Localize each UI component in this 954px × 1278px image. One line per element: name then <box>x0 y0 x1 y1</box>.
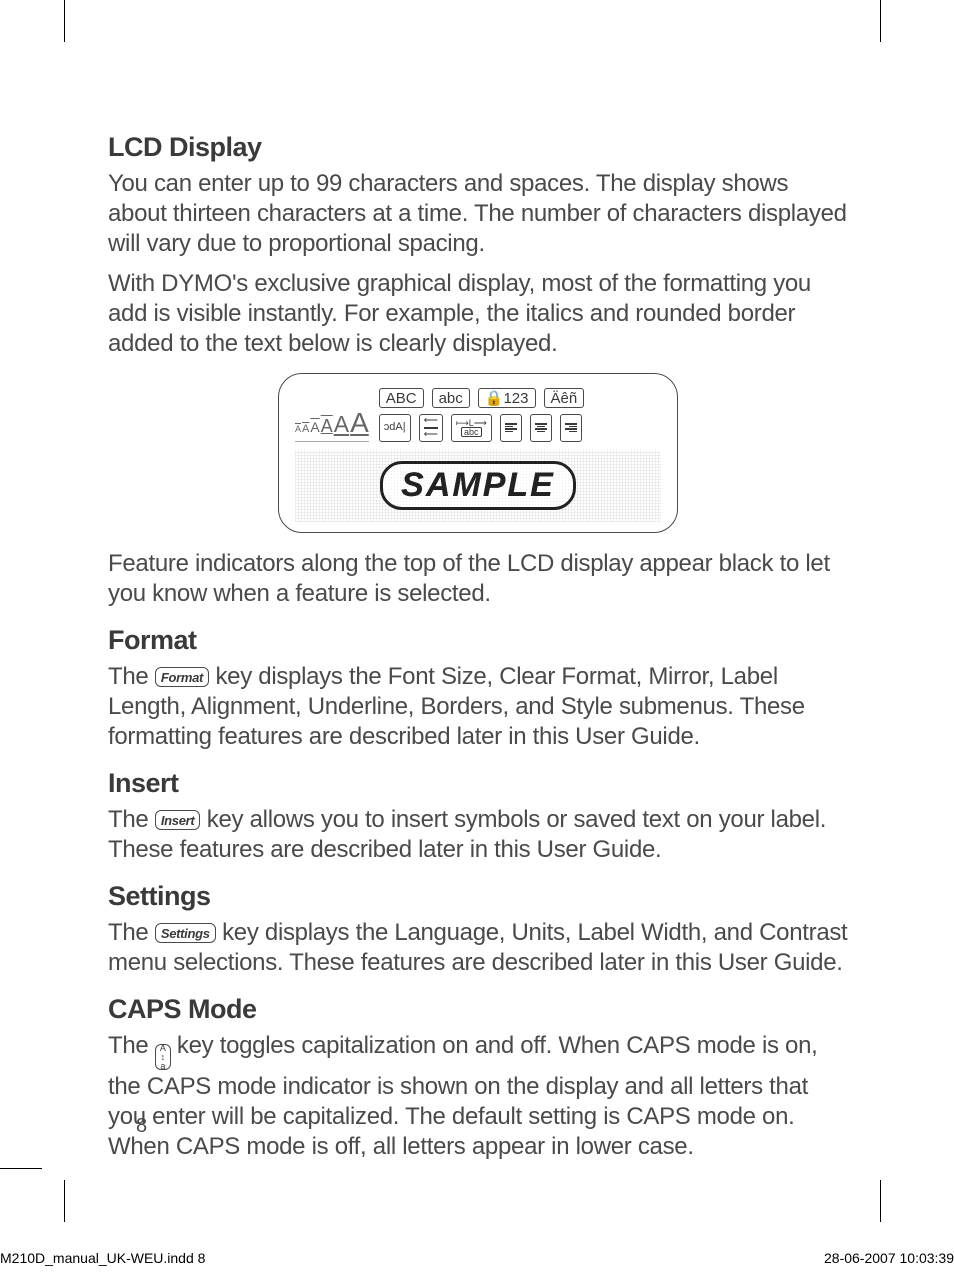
para-settings: The Settings key displays the Language, … <box>108 918 848 978</box>
sample-text: SAMPLE <box>380 461 576 510</box>
settings-key-badge: Settings <box>155 923 216 943</box>
para-caps: The A↕a key toggles capitalization on an… <box>108 1031 848 1163</box>
insert-key-badge: Insert <box>155 810 201 830</box>
page-content: LCD Display You can enter up to 99 chara… <box>108 132 848 1172</box>
length-indicator: ⟼L⟶abc <box>451 414 492 442</box>
para-lcd2: With DYMO's exclusive graphical display,… <box>108 269 848 359</box>
heading-settings: Settings <box>108 881 848 912</box>
crop-mark <box>880 1180 881 1222</box>
lcd-figure: A A A A A A ABC abc 🔒123 Äêñ ɔdA| <box>278 373 678 533</box>
para-lcd3: Feature indicators along the top of the … <box>108 549 848 609</box>
footer-file: M210D_manual_UK-WEU.indd 8 <box>0 1250 205 1266</box>
align-left-indicator <box>500 414 522 442</box>
heading-caps: CAPS Mode <box>108 994 848 1025</box>
crop-mark <box>64 0 65 42</box>
underline-indicator: ⟵⟵ <box>419 414 443 442</box>
para-insert: The Insert key allows you to insert symb… <box>108 805 848 865</box>
indicator-row: A A A A A A ABC abc 🔒123 Äêñ ɔdA| <box>295 388 661 442</box>
align-center-indicator <box>530 414 552 442</box>
page-number: 8 <box>136 1115 147 1138</box>
align-right-indicator <box>560 414 582 442</box>
heading-lcd: LCD Display <box>108 132 848 163</box>
caps-lower-indicator: abc <box>432 388 470 408</box>
format-key-badge: Format <box>155 667 209 687</box>
mirror-indicator: ɔdA| <box>379 414 411 442</box>
caps-key-badge: A↕a <box>155 1044 171 1070</box>
para-format: The Format key displays the Font Size, C… <box>108 662 848 752</box>
heading-format: Format <box>108 625 848 656</box>
numlock-indicator: 🔒123 <box>478 388 536 408</box>
crop-mark <box>0 1168 42 1169</box>
para-lcd1: You can enter up to 99 characters and sp… <box>108 169 848 259</box>
pixel-display: SAMPLE <box>295 450 661 522</box>
crop-mark <box>64 1180 65 1222</box>
accents-indicator: Äêñ <box>544 388 585 408</box>
fontsize-indicator: A A A A A A <box>295 407 369 442</box>
heading-insert: Insert <box>108 768 848 799</box>
crop-mark <box>880 0 881 42</box>
caps-upper-indicator: ABC <box>379 388 424 408</box>
footer-date: 28-06-2007 10:03:39 <box>824 1250 954 1266</box>
